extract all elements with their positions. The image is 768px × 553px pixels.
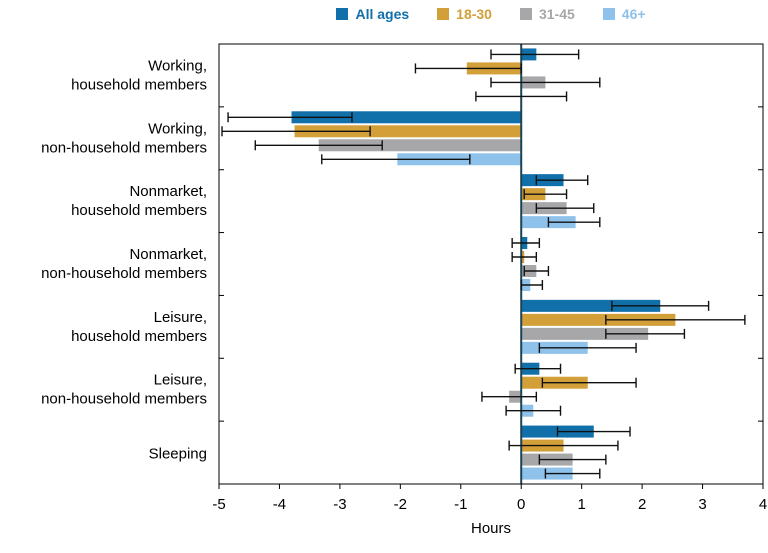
legend-item-all-ages: All ages: [336, 6, 409, 22]
legend-swatch-31-45: [519, 8, 532, 20]
bar: [294, 125, 522, 138]
y-category-label: household members: [71, 76, 207, 93]
legend-item-46plus: 46+: [602, 6, 646, 22]
y-category-label: non-household members: [41, 139, 207, 156]
y-category-label: Nonmarket,: [129, 183, 207, 200]
x-tick-label: 2: [638, 496, 646, 513]
legend-item-18-30: 18-30: [437, 6, 492, 22]
legend-swatch-all-ages: [336, 8, 349, 20]
x-tick-label: -5: [212, 496, 225, 513]
legend-swatch-18-30: [437, 8, 450, 20]
bar: [291, 111, 522, 124]
x-tick-label: 1: [577, 496, 585, 513]
y-category-label: Working,: [148, 120, 207, 137]
legend-label-18-30: 18-30: [456, 6, 492, 22]
y-category-label: non-household members: [41, 391, 207, 408]
bar: [521, 313, 676, 326]
y-category-label: household members: [71, 328, 207, 345]
y-category-label: Leisure,: [154, 309, 207, 326]
y-category-label: household members: [71, 202, 207, 219]
y-category-label: Leisure,: [154, 372, 207, 389]
x-tick-label: -1: [454, 496, 467, 513]
legend-swatch-46plus: [602, 8, 615, 20]
legend-label-all-ages: All ages: [355, 6, 410, 22]
plot-frame: [218, 43, 764, 485]
legend-label-31-45: 31-45: [538, 6, 575, 22]
y-category-label: non-household members: [41, 265, 207, 282]
chart-legend: All ages 18-30 31-45 46+: [219, 3, 763, 25]
bar: [521, 327, 649, 340]
x-tick-label: -3: [333, 496, 346, 513]
y-category-label: Working,: [148, 57, 207, 74]
bar: [318, 139, 522, 152]
x-tick-label: 4: [759, 496, 767, 513]
bar: [521, 299, 661, 312]
y-category-label: Nonmarket,: [129, 246, 207, 263]
y-category-label: Sleeping: [149, 446, 207, 463]
x-axis-title: Hours: [470, 520, 511, 537]
x-tick-label: -4: [273, 496, 286, 513]
x-tick-label: 0: [517, 496, 525, 513]
x-tick-label: -2: [394, 496, 407, 513]
x-tick-label: 3: [698, 496, 706, 513]
legend-label-46plus: 46+: [621, 6, 646, 22]
legend-item-31-45: 31-45: [519, 6, 575, 22]
